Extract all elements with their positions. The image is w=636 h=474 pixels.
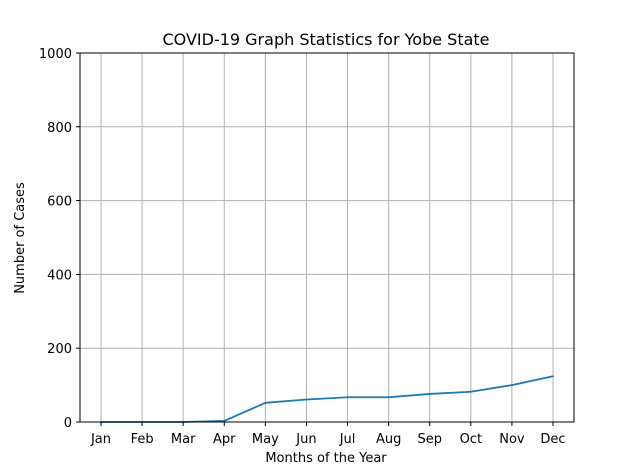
x-tick-label-aug: Aug (376, 432, 401, 447)
x-tick-label-nov: Nov (499, 432, 525, 447)
x-tick-label-jul: Jul (339, 432, 356, 447)
x-tick-label-sep: Sep (417, 432, 442, 447)
data-point-dec (552, 375, 554, 378)
y-tick-label-0: 0 (64, 416, 72, 431)
x-tick-label-feb: Feb (131, 432, 154, 447)
x-tick-label-dec: Dec (540, 432, 565, 447)
x-tick-label-mar: Mar (171, 432, 196, 447)
y-tick-label-600: 600 (47, 195, 72, 210)
x-axis-label: Months of the Year (265, 451, 387, 466)
data-point-jul (346, 396, 349, 399)
y-tick-label-400: 400 (47, 268, 72, 283)
y-tick-label-1000: 1000 (39, 47, 72, 62)
plot-frame (79, 52, 575, 423)
x-tick-label-oct: Oct (460, 432, 482, 447)
x-tick-label-jun: Jun (295, 432, 316, 447)
data-point-nov (511, 384, 513, 386)
data-point-oct (469, 390, 472, 393)
data-point-jun (305, 398, 308, 401)
data-point-may (264, 401, 267, 404)
data-point-sep (428, 393, 431, 395)
y-tick-label-800: 800 (47, 121, 72, 136)
data-point-apr (223, 419, 226, 422)
x-tick-label-may: May (252, 432, 279, 447)
data-point-aug (387, 396, 390, 399)
y-axis: 0 200 400 600 800 1000 (39, 47, 80, 431)
x-tick-label-jan: Jan (90, 432, 111, 447)
x-axis: Jan Feb Mar Apr May Jun Jul Aug Sep Oct Nov Dec (90, 422, 566, 447)
y-tick-label-200: 200 (47, 342, 72, 357)
grid (80, 52, 574, 423)
series-line-0 (100, 375, 554, 423)
y-axis-label: Number of Cases (13, 182, 28, 294)
series-layer (100, 375, 554, 423)
chart-title: COVID-19 Graph Statistics for Yobe State (162, 30, 489, 49)
x-tick-label-apr: Apr (213, 432, 236, 447)
